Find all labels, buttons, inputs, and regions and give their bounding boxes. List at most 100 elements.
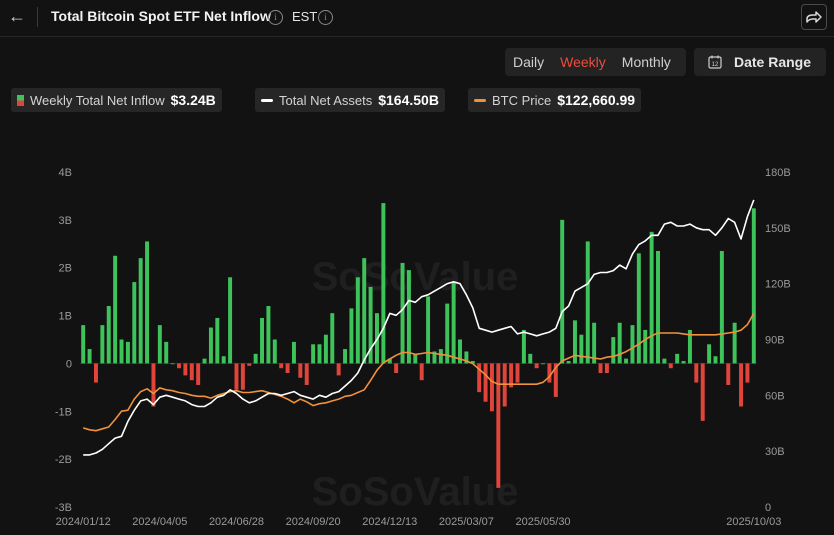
bar [285,363,290,373]
bar [681,361,686,364]
bar [451,282,456,364]
bar [93,363,98,383]
right-axis-tick-label: 30B [765,446,785,458]
x-axis-tick-label: 2024/06/28 [209,516,264,528]
tab-daily[interactable]: Daily [513,54,545,70]
date-range-button[interactable]: 12 Date Range [694,48,826,76]
left-axis-tick-label: -1B [55,406,72,418]
left-axis-tick-label: 3B [59,215,72,227]
bar [483,363,488,402]
date-range-label: Date Range [734,54,812,70]
bar [381,203,386,364]
bar [202,358,207,364]
bar [656,250,660,364]
bar [164,341,169,364]
bar [579,334,584,364]
bar [368,286,373,364]
legend-value: $164.50B [378,92,439,108]
bar [100,325,105,364]
timezone-label: EST [292,9,318,24]
watermark: SoSoValue [312,255,519,299]
arrow-left-icon[interactable]: ← [8,6,26,26]
tab-weekly[interactable]: Weekly [560,54,606,70]
x-axis-tick-label: 2025/03/07 [439,516,494,528]
info-icon[interactable]: i [318,10,333,25]
x-axis-tick-label: 2025/10/03 [726,516,781,528]
bar [208,327,213,364]
bar [81,325,86,364]
bar [106,306,111,364]
share-button[interactable] [801,4,827,30]
bar [145,241,150,364]
bar [515,363,520,383]
bar [151,363,156,407]
right-axis-tick-label: 120B [765,279,791,291]
legend-net-assets[interactable]: Total Net Assets $164.50B [255,88,445,112]
bar [253,353,258,364]
left-axis-tick-label: 4B [59,167,72,179]
bar [125,341,130,364]
watermark-group: SoSoValue SoSoValue [312,255,519,514]
bar [643,329,648,364]
calendar-day: 12 [712,62,719,68]
bar [445,303,450,364]
legend-value: $122,660.99 [557,92,636,108]
bar [566,361,571,364]
bar [132,282,137,364]
x-axis-tick-label: 2024/01/12 [56,516,111,528]
bar [585,241,590,364]
tab-monthly[interactable]: Monthly [621,54,671,70]
legend-net-inflow[interactable]: Weekly Total Net Inflow $3.24B [11,88,222,112]
bar [521,329,526,364]
bar [362,258,367,364]
left-axis-tick-label: -3B [55,502,72,514]
orange-line-icon [474,98,486,102]
bar [157,325,162,364]
bar [694,363,699,383]
bar [713,356,718,364]
bar [177,363,181,369]
bar [636,253,641,364]
legend-name: Weekly Total Net Inflow [30,92,165,108]
left-axis-tick-label: 0 [66,358,72,370]
bar [739,363,744,407]
bar [183,363,188,376]
period-toggle: Daily Weekly Monthly [505,48,686,76]
btc-price-line [82,313,755,432]
bar [700,363,705,421]
bar [272,339,277,364]
bar [458,339,462,364]
bar [572,320,577,364]
info-icon[interactable]: i [268,10,283,25]
bar [707,344,712,364]
left-axis-tick-label: -2B [55,454,72,466]
bar [394,363,399,373]
bar [547,363,552,383]
share-icon [806,11,822,23]
bar [470,361,475,364]
white-line-icon [261,98,273,102]
bar [266,306,271,364]
right-axis-tick-label: 60B [765,390,785,402]
bar [113,255,118,364]
legend-name: Total Net Assets [279,92,373,108]
line-series [82,199,755,456]
bar [675,353,680,364]
legend-btc-price[interactable]: BTC Price $122,660.99 [468,88,642,112]
bar [751,208,756,364]
bar [349,308,354,364]
legend-value: $3.24B [170,92,216,108]
bar [489,363,494,412]
bar [406,270,411,364]
left-axis-tick-label: 1B [59,311,72,323]
bar [668,363,673,369]
bar [611,337,616,364]
bar [541,363,546,365]
bar [260,317,265,364]
bar [438,349,443,364]
left-axis-tick-label: 2B [59,263,72,275]
bar [355,277,360,364]
bar [630,325,635,364]
bar [496,363,501,488]
